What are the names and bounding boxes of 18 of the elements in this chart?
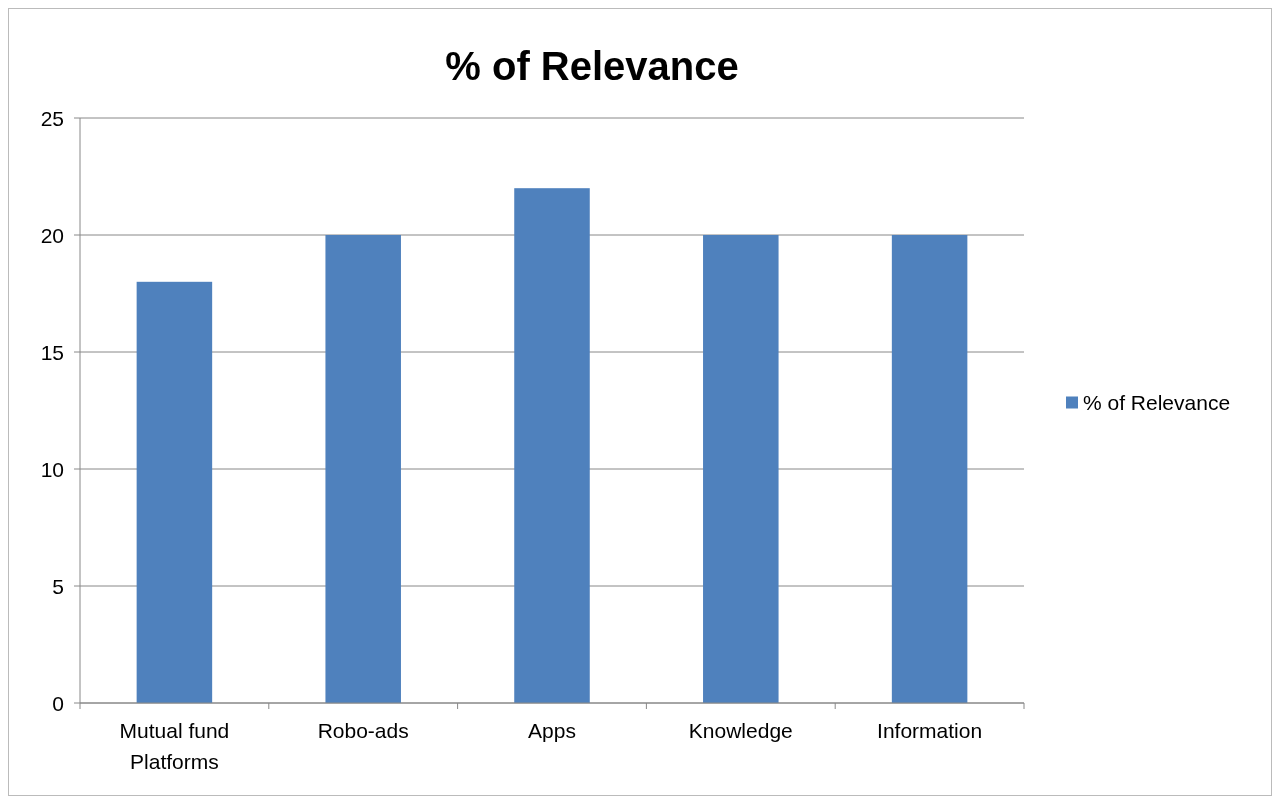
- legend-label: % of Relevance: [1083, 391, 1231, 414]
- y-tick-label: 25: [40, 106, 64, 130]
- bar: [891, 235, 968, 703]
- bar: [136, 281, 213, 703]
- bar: [325, 235, 401, 703]
- y-tick-label: 20: [40, 223, 64, 247]
- y-tick-label: 5: [52, 574, 64, 598]
- x-tick-label: Information: [877, 719, 983, 742]
- x-tick-label: Apps: [528, 719, 576, 742]
- y-tick-label: 15: [40, 340, 64, 364]
- bar: [703, 235, 779, 703]
- x-tick-label: Robo-ads: [317, 719, 409, 742]
- y-tick-label: 0: [52, 691, 64, 715]
- x-tick-label: Mutual fund Platforms: [119, 719, 230, 773]
- bar: [514, 188, 590, 703]
- x-tick-label: Knowledge: [688, 719, 793, 742]
- chart-title: % of Relevance: [445, 44, 739, 88]
- y-tick-label: 10: [40, 457, 64, 481]
